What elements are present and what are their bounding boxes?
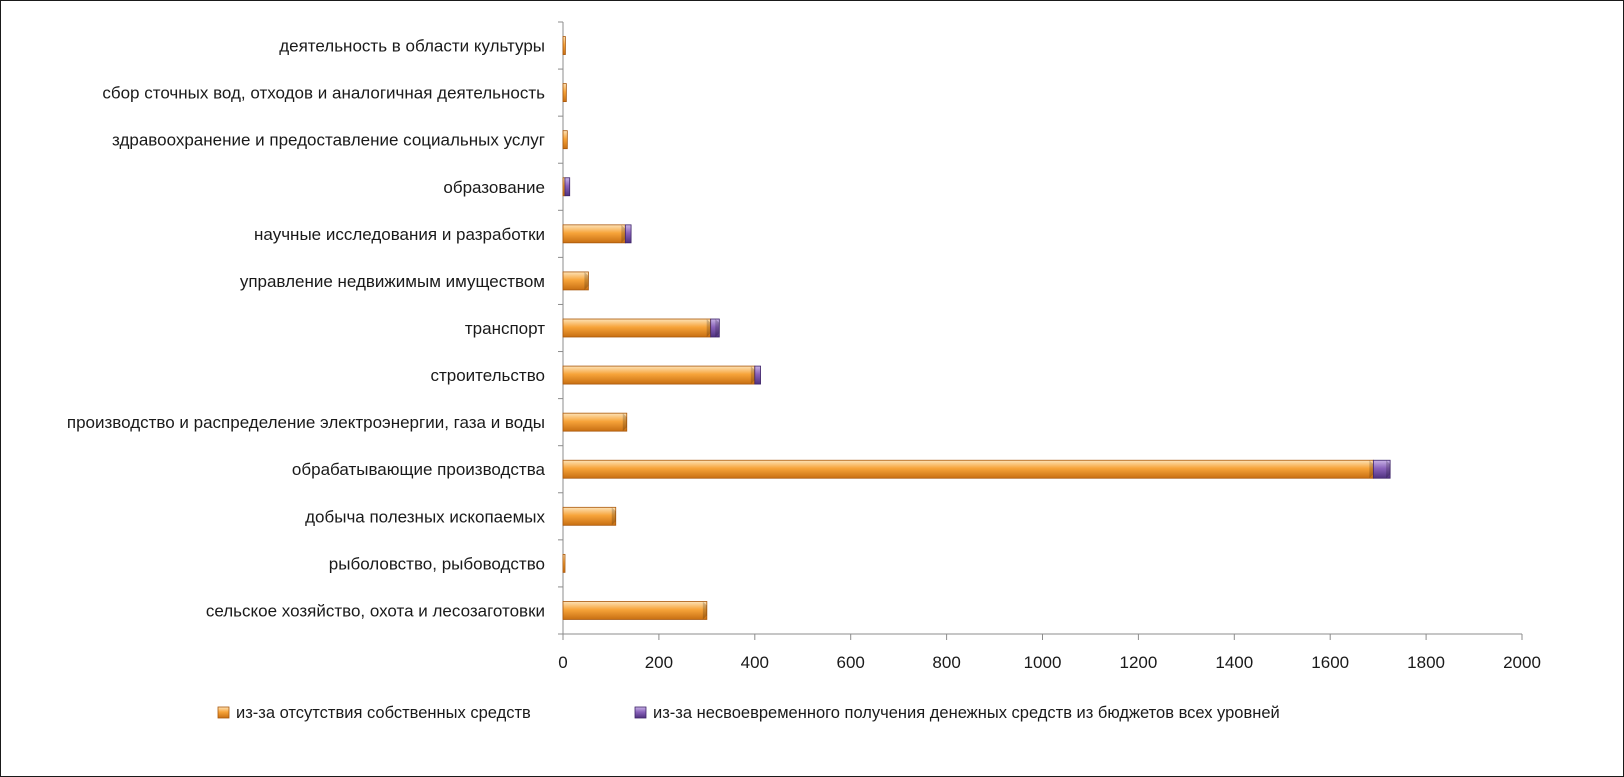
bar-segment-budget-delay <box>710 318 720 338</box>
category-label: образование <box>443 178 545 197</box>
bar-segment-own-funds <box>562 365 756 385</box>
legend-label-budget-delay: из-за несвоевременного получения денежны… <box>653 704 1280 722</box>
x-tick-label: 1000 <box>1024 653 1062 672</box>
x-tick-label: 200 <box>645 653 673 672</box>
category-label: сбор сточных вод, отходов и аналогичная … <box>102 84 545 103</box>
bar-segment-own-funds <box>562 459 1374 479</box>
bar-end-bevel <box>611 507 616 526</box>
legend: из-за отсутствия собственных средств из-з… <box>217 704 1280 722</box>
x-tick-label: 600 <box>837 653 865 672</box>
category-label: здравоохранение и предоставление социаль… <box>112 131 545 150</box>
x-tick-label: 1400 <box>1215 653 1253 672</box>
legend-label-own-funds: из-за отсутствия собственных средств <box>236 704 531 722</box>
bar-end-bevel <box>621 224 626 243</box>
bar-end-bevel <box>584 271 589 290</box>
bar-end-bevel <box>1369 460 1374 479</box>
category-label: строительство <box>430 366 545 385</box>
bar-end-bevel <box>622 413 627 432</box>
x-tick-label: 0 <box>558 653 567 672</box>
bar-segment-budget-delay <box>754 365 761 385</box>
x-tick-label: 1200 <box>1119 653 1157 672</box>
category-label: деятельность в области культуры <box>279 37 545 56</box>
bar-end-bevel <box>702 601 707 620</box>
category-label: сельское хозяйство, охота и лесозаготовк… <box>206 601 545 620</box>
category-labels: сельское хозяйство, охота и лесозаготовк… <box>67 37 546 621</box>
bar-segment-own-funds <box>562 224 626 244</box>
bar-end-bevel <box>1386 460 1391 479</box>
bar-end-bevel <box>706 319 711 337</box>
bar-segment-own-funds <box>562 83 567 103</box>
bar-end-bevel <box>750 366 755 385</box>
bar-segment-own-funds <box>562 553 566 573</box>
x-tick-label: 1600 <box>1311 653 1349 672</box>
legend-swatch-own-funds <box>217 706 230 719</box>
bar-segment-budget-delay <box>564 177 571 197</box>
category-label: управление недвижимым имуществом <box>240 272 545 291</box>
bar-segment-own-funds <box>562 506 617 526</box>
category-label: транспорт <box>465 319 545 338</box>
x-tick-labels: 0 200 400 600 800 1000 1200 1400 1600 1800 2000 <box>558 653 1541 672</box>
bar-segment-own-funds <box>562 412 628 432</box>
bar-segment-own-funds <box>562 601 708 620</box>
x-tick-label: 800 <box>932 653 960 672</box>
bar-segment-own-funds <box>562 36 566 55</box>
category-label: производство и распределение электроэнер… <box>67 413 545 432</box>
x-tick-label: 1800 <box>1407 653 1445 672</box>
x-tick-label: 400 <box>741 653 769 672</box>
bar-segment-budget-delay <box>1372 459 1391 479</box>
x-tick-label: 2000 <box>1503 653 1541 672</box>
legend-swatch-budget-delay <box>634 706 647 719</box>
bar-end-bevel <box>715 319 720 337</box>
category-label: добыча полезных ископаемых <box>305 507 545 526</box>
bars-group <box>562 36 1391 620</box>
bar-segment-budget-delay <box>624 224 632 244</box>
bar-segment-own-funds <box>562 271 589 291</box>
category-label: научные исследования и разработки <box>254 225 545 244</box>
bar-segment-own-funds <box>562 130 568 150</box>
bar-segment-own-funds <box>562 318 712 338</box>
category-label: обрабатывающие производства <box>292 460 546 479</box>
category-label: рыболовство, рыбоводство <box>329 554 545 573</box>
